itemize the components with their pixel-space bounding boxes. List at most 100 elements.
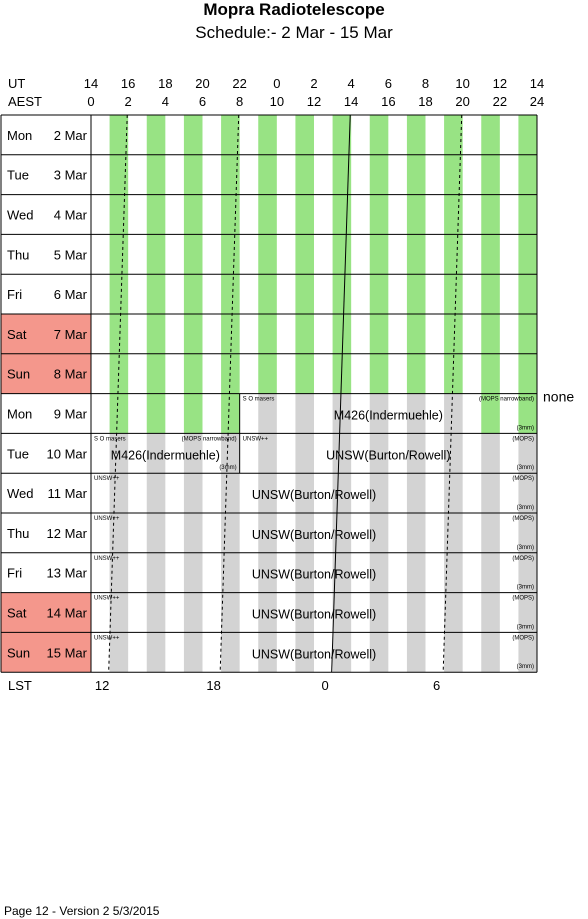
- hour-stripe: [369, 632, 389, 673]
- block-note-label: (3mm): [517, 465, 534, 471]
- hour-stripe: [406, 115, 426, 155]
- hour-stripe: [183, 552, 203, 593]
- hour-stripe: [258, 473, 277, 513]
- hour-stripe: [481, 473, 500, 513]
- day-date-label: 7 Mar: [54, 327, 88, 342]
- hour-stripe: [518, 274, 537, 314]
- day-name-label: Tue: [7, 168, 29, 183]
- hour-stripe: [406, 592, 426, 633]
- hour-stripe: [444, 433, 463, 474]
- hour-stripe: [258, 632, 277, 673]
- hour-stripe: [258, 433, 277, 474]
- block-note-label: S O masers: [94, 436, 126, 442]
- aest-tick-label: 24: [530, 94, 544, 109]
- day-name-label: Mon: [7, 407, 32, 422]
- hour-stripe: [481, 154, 500, 195]
- day-name-label: Sat: [7, 606, 27, 621]
- hour-stripe: [146, 353, 166, 394]
- hour-stripe: [109, 632, 129, 673]
- aest-tick-label: 16: [381, 94, 395, 109]
- hour-stripe: [332, 393, 352, 434]
- block-note-label: (MOPS): [512, 476, 534, 482]
- hour-stripe: [444, 194, 463, 235]
- hour-stripe: [332, 194, 352, 235]
- aest-tick-label: 8: [236, 94, 243, 109]
- hour-stripe: [481, 234, 500, 275]
- block-note-label: UNSW++: [94, 516, 120, 522]
- block-note-label: (MOPS narrowband): [182, 436, 237, 442]
- block-note-label: (3mm): [219, 465, 236, 471]
- hour-stripe: [146, 194, 166, 235]
- hour-stripe: [406, 473, 426, 513]
- hour-stripe: [481, 194, 500, 235]
- hour-stripe: [481, 393, 500, 434]
- hour-stripe: [295, 314, 314, 354]
- block-note-label: UNSW++: [94, 476, 120, 482]
- hour-stripe: [221, 433, 240, 474]
- day-date-label: 14 Mar: [47, 606, 88, 621]
- hour-stripe: [258, 513, 277, 553]
- hour-stripe: [183, 115, 203, 155]
- day-name-label: Fri: [7, 287, 22, 302]
- project-label: M426(Indermuehle): [334, 409, 443, 423]
- hour-stripe: [295, 393, 314, 434]
- hour-stripe: [183, 632, 203, 673]
- hour-stripe: [183, 473, 203, 513]
- hour-stripe: [109, 592, 129, 633]
- hour-stripe: [146, 314, 166, 354]
- hour-stripe: [295, 154, 314, 195]
- hour-stripe: [444, 274, 463, 314]
- day-name-label: Thu: [7, 247, 29, 262]
- hour-stripe: [258, 314, 277, 354]
- aest-tick-label: 14: [344, 94, 358, 109]
- hour-stripe: [444, 592, 463, 633]
- hour-stripe: [518, 632, 537, 673]
- hour-stripe: [295, 632, 314, 673]
- aest-tick-label: 20: [455, 94, 469, 109]
- hour-stripe: [221, 115, 240, 155]
- hour-stripe: [406, 314, 426, 354]
- hour-stripe: [406, 393, 426, 434]
- project-label: UNSW(Burton/Rowell): [252, 528, 376, 542]
- day-name-label: Tue: [7, 446, 29, 461]
- lst-label: LST: [8, 678, 32, 693]
- aest-tick-label: 6: [199, 94, 206, 109]
- hour-stripe: [258, 552, 277, 593]
- hour-stripe: [146, 592, 166, 633]
- footer-text: Page 12 - Version 2 5/3/2015: [4, 904, 160, 918]
- ut-tick-label: 2: [310, 76, 317, 91]
- hour-stripe: [183, 513, 203, 553]
- hour-stripe: [369, 154, 389, 195]
- day-date-label: 15 Mar: [47, 645, 88, 660]
- project-label: UNSW(Burton/Rowell): [252, 568, 376, 582]
- hour-stripe: [146, 115, 166, 155]
- hour-stripe: [109, 314, 129, 354]
- project-label: UNSW(Burton/Rowell): [252, 488, 376, 502]
- aest-tick-label: 22: [493, 94, 507, 109]
- hour-stripe: [481, 115, 500, 155]
- day-name-label: Wed: [7, 486, 34, 501]
- hour-stripe: [369, 194, 389, 235]
- hour-stripe: [183, 393, 203, 434]
- hour-stripe: [295, 552, 314, 593]
- hour-stripe: [146, 154, 166, 195]
- block-note-label: (3mm): [517, 585, 534, 591]
- ut-tick-label: 22: [232, 76, 246, 91]
- hour-stripe: [332, 154, 352, 195]
- hour-stripe: [109, 513, 129, 553]
- hour-stripe: [258, 353, 277, 394]
- day-name-label: Thu: [7, 526, 29, 541]
- hour-stripe: [221, 632, 240, 673]
- hour-stripe: [481, 552, 500, 593]
- day-date-label: 6 Mar: [54, 287, 88, 302]
- hour-stripe: [221, 592, 240, 633]
- hour-stripe: [518, 194, 537, 235]
- day-date-label: 12 Mar: [47, 526, 88, 541]
- hour-stripe: [221, 513, 240, 553]
- weekend-highlight: [1, 592, 91, 633]
- hour-stripe: [518, 433, 537, 474]
- hour-stripe: [258, 592, 277, 633]
- hour-stripe: [146, 274, 166, 314]
- hour-stripe: [258, 115, 277, 155]
